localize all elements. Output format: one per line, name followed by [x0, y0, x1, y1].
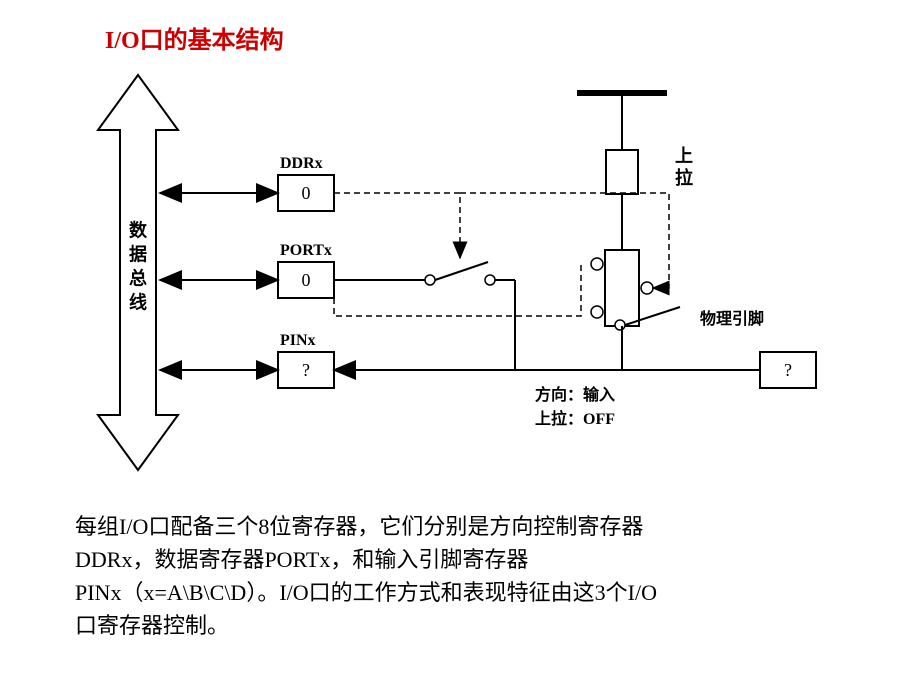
register-value: ?: [302, 360, 310, 380]
status-pullup: 上拉：OFF: [535, 409, 615, 428]
register-value: 0: [302, 270, 311, 290]
physical-pin-box: ?: [760, 352, 816, 388]
io-diagram: 数据总线 DDRx 0 PORTx 0 PINx? 上拉 ? 物理引脚 方向：输入 上拉…: [0, 0, 920, 500]
register-value: 0: [302, 183, 311, 203]
data-bus-arrow: 数据总线: [98, 75, 178, 470]
vdd-rail: [577, 90, 667, 150]
register-label: DDRx: [280, 155, 323, 172]
register-label: PINx: [280, 332, 316, 349]
register-ddrx: DDRx 0: [278, 155, 334, 211]
register-label: PORTx: [280, 242, 332, 259]
pullup-label: 上拉: [675, 146, 693, 188]
register-portx: PORTx 0: [278, 242, 334, 298]
status-direction: 方向：输入: [535, 385, 615, 404]
switch-1: [425, 262, 495, 285]
register-pinx: PINx?: [278, 332, 334, 388]
ddrx-control-line: [334, 193, 460, 258]
pass-node: [591, 250, 653, 326]
physical-pin-label: 物理引脚: [700, 309, 764, 328]
description-text: 每组I/O口配备三个8位寄存器，它们分别是方向控制寄存器DDRx，数据寄存器PO…: [75, 510, 657, 642]
pullup-resistor: [606, 150, 638, 250]
svg-text:?: ?: [784, 360, 792, 380]
